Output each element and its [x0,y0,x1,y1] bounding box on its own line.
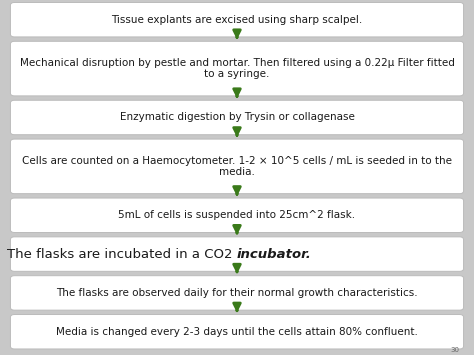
Text: 30: 30 [451,347,460,353]
Text: incubator.: incubator. [237,247,312,261]
Text: The flasks are observed daily for their normal growth characteristics.: The flasks are observed daily for their … [56,288,418,298]
Text: The flasks are incubated in a CO2: The flasks are incubated in a CO2 [7,247,237,261]
Text: Enzymatic digestion by Trysin or collagenase: Enzymatic digestion by Trysin or collage… [119,113,355,122]
Text: 5mL of cells is suspended into 25cm^2 flask.: 5mL of cells is suspended into 25cm^2 fl… [118,210,356,220]
Text: Mechanical disruption by pestle and mortar. Then filtered using a 0.22μ Filter f: Mechanical disruption by pestle and mort… [19,58,455,80]
FancyBboxPatch shape [10,198,464,233]
Text: Media is changed every 2-3 days until the cells attain 80% confluent.: Media is changed every 2-3 days until th… [56,327,418,337]
FancyBboxPatch shape [10,276,464,310]
FancyBboxPatch shape [10,2,464,37]
FancyBboxPatch shape [10,41,464,96]
FancyBboxPatch shape [10,237,464,271]
FancyBboxPatch shape [10,315,464,349]
Text: Tissue explants are excised using sharp scalpel.: Tissue explants are excised using sharp … [111,15,363,25]
FancyBboxPatch shape [10,100,464,135]
FancyBboxPatch shape [10,139,464,194]
Text: Cells are counted on a Haemocytometer. 1-2 × 10^5 cells / mL is seeded in to the: Cells are counted on a Haemocytometer. 1… [22,155,452,177]
